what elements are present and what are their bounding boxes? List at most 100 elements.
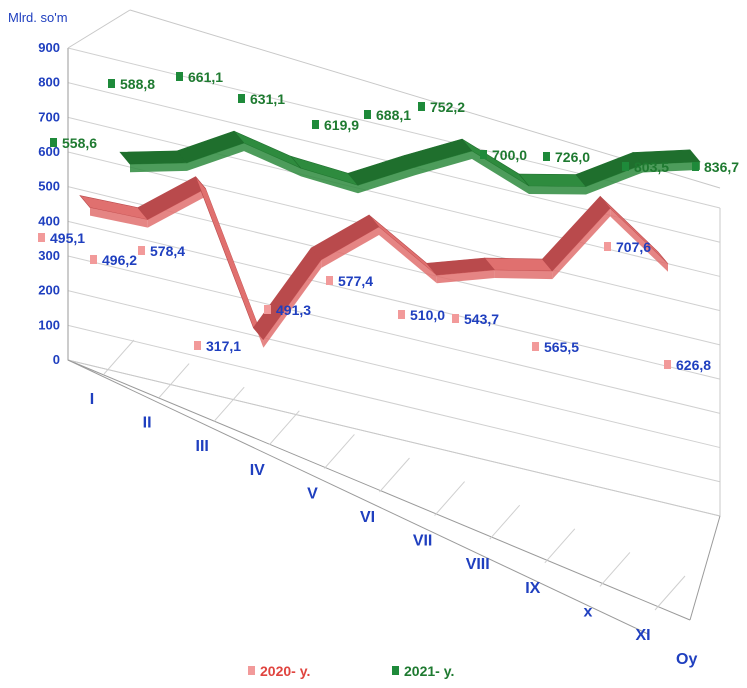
data-label: 726,0 [555, 149, 590, 165]
series-2021-face [244, 143, 301, 177]
gridline [67, 151, 721, 312]
data-label-marker [108, 79, 115, 88]
series-2020-segment [368, 214, 438, 276]
series-2020-segment [253, 247, 322, 341]
data-label-marker [326, 276, 333, 285]
data-label-marker [90, 255, 97, 264]
x-axis-title: Oy [676, 651, 697, 668]
data-label: 661,1 [188, 69, 223, 85]
data-label: 496,2 [102, 252, 137, 268]
data-label: 619,9 [324, 117, 359, 133]
data-label-marker [312, 120, 319, 129]
data-label-marker [452, 314, 459, 323]
data-label-marker [50, 138, 57, 147]
y-axis-title: Mlrd. so'm [8, 10, 68, 25]
gridline [67, 47, 721, 209]
x-category-label: V [307, 485, 318, 502]
data-label: 510,0 [410, 307, 445, 323]
floor-gridline [213, 386, 245, 422]
y-tick-label: 200 [38, 283, 60, 298]
floor-gridline [434, 481, 465, 516]
gridline [67, 116, 721, 277]
floor-front-edge [67, 359, 649, 635]
data-label: 626,8 [676, 357, 711, 373]
gridline [67, 290, 721, 449]
data-label: 317,1 [206, 338, 241, 354]
data-label-marker [364, 110, 371, 119]
data-label: 558,6 [62, 135, 97, 151]
data-label: 588,8 [120, 76, 155, 92]
gridline [67, 255, 721, 414]
series-2020-face [321, 226, 379, 269]
series-2021-face [301, 168, 358, 194]
series-2020-face [552, 208, 611, 280]
x-category-label: VII [413, 533, 433, 550]
series-2021-face [472, 151, 529, 194]
data-label: 707,6 [616, 239, 651, 255]
x-category-label: III [196, 438, 209, 455]
floor-gridline [544, 528, 576, 564]
data-label: 578,4 [150, 243, 185, 259]
data-label-marker [664, 360, 671, 369]
data-label: 631,1 [250, 91, 285, 107]
series-2020-segment [542, 195, 611, 272]
series-2021-segment [518, 173, 587, 187]
data-label: 752,2 [430, 99, 465, 115]
floor-gridline [599, 552, 631, 587]
chart-frame [67, 9, 721, 635]
y-tick-label: 500 [38, 179, 60, 194]
data-label-marker [138, 246, 145, 255]
gridline [67, 186, 721, 346]
data-label-marker [480, 150, 487, 159]
data-label-marker [238, 94, 245, 103]
x-category-label: VIII [466, 556, 490, 573]
y-tick-label: 100 [38, 317, 60, 332]
floor-gridline [379, 457, 410, 493]
x-category-label: II [143, 415, 152, 432]
data-label: 836,7 [704, 159, 739, 175]
data-label-marker [398, 310, 405, 319]
data-label: 577,4 [338, 273, 373, 289]
series-2020-face [610, 208, 668, 272]
axis-frame [67, 48, 691, 621]
series-2020-face [205, 188, 264, 348]
wall-top-edge [67, 9, 131, 49]
gridline [67, 324, 721, 483]
data-label: 495,1 [50, 230, 85, 246]
series-2020-face [263, 260, 322, 348]
series-2021-face [643, 161, 700, 173]
data-label-marker [604, 242, 611, 251]
data-labels: 495,1 496,2 578,4 317,1 491,3 577,4 510,0 543,7… [38, 69, 739, 373]
gridline [67, 220, 721, 380]
legend-label: 2021- y. [404, 663, 454, 679]
x-category-label: IV [250, 462, 265, 479]
data-label-marker [532, 342, 539, 351]
y-tick-label: 400 [38, 213, 60, 228]
series-2020-face [436, 270, 495, 284]
y-tick-label: 900 [38, 40, 60, 55]
x-category-label: IX [525, 580, 540, 597]
series-2020-segment [483, 257, 554, 272]
data-label: 688,1 [376, 107, 411, 123]
data-label-marker [38, 233, 45, 242]
floor-back-edge [67, 359, 721, 517]
floor-gridline [103, 339, 135, 375]
floor-right-edge [689, 515, 721, 621]
y-tick-label: 600 [38, 144, 60, 159]
chart-series [79, 130, 701, 348]
data-label: 700,0 [492, 147, 527, 163]
data-label-marker [264, 305, 271, 314]
y-tick-label: 800 [38, 75, 60, 90]
x-category-label: XI [635, 627, 650, 644]
legend: 2020- y. 2021- y. [248, 663, 454, 679]
series-2021-segment [119, 150, 188, 165]
series-2021-face [586, 164, 643, 195]
data-label-marker [543, 152, 550, 161]
data-label-marker [418, 102, 425, 111]
y-axis-ticks: 0 100 200 300 400 500 600 700 800 900 [38, 40, 60, 367]
series-2020-face [379, 226, 437, 284]
legend-swatch [392, 666, 399, 675]
data-label: 565,5 [544, 339, 579, 355]
floor-gridline [654, 575, 686, 611]
